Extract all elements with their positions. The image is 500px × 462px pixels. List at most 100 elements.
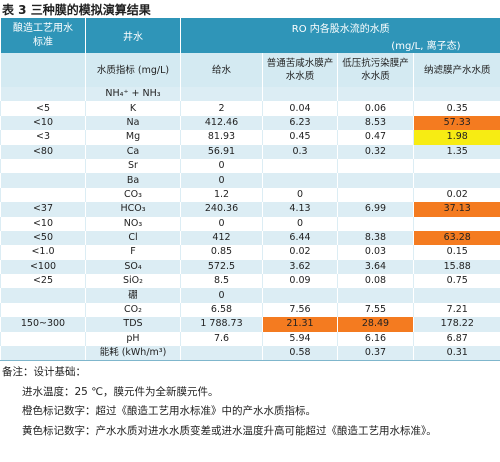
table-row: <1.0 F 0.85 0.02 0.03 0.15: [0, 245, 500, 260]
value-cell: 4.13: [262, 202, 338, 217]
value-cell: 0.35: [413, 101, 500, 116]
empty-cell: [337, 216, 414, 231]
table-row: <5 K 2 0.04 0.06 0.35: [0, 101, 500, 116]
indicator-cell: Na: [85, 115, 181, 131]
value-cell: 0: [180, 216, 263, 231]
empty-cell: [262, 158, 338, 174]
value-cell: 6.44: [262, 230, 338, 246]
table-row: pH 7.6 5.94 6.16 6.87: [0, 331, 500, 347]
empty-cell: [0, 87, 86, 102]
table-row: 能耗 (kWh/m³) 0.58 0.37 0.31: [0, 346, 500, 362]
indicator-cell: NH₄⁺ + NH₃: [85, 87, 181, 102]
value-cell: 6.23: [262, 115, 338, 131]
empty-cell: [262, 87, 338, 102]
value-cell: 0: [180, 158, 263, 174]
indicator-cell: CO₃: [85, 187, 181, 203]
highlight-cell: 63.28: [413, 230, 500, 246]
table-row: <3 Mg 81.93 0.45 0.47 1.98: [0, 130, 500, 145]
value-cell: 81.93: [180, 130, 263, 145]
indicator-cell: 能耗 (kWh/m³): [85, 346, 181, 362]
table-row: CO₂ 6.58 7.56 7.55 7.21: [0, 302, 500, 318]
results-table: 酿造工艺用水标准 井水 RO 内各股水流的水质 (mg/L, 离子态) 水质指标…: [0, 18, 500, 362]
table-row: 150~300 TDS 1 788.73 21.31 28.49 178.22: [0, 317, 500, 332]
value-cell: 0.02: [413, 187, 500, 203]
standard-cell: <10: [0, 115, 86, 131]
empty-cell: [413, 173, 500, 188]
empty-cell: [180, 346, 263, 362]
value-cell: 7.21: [413, 302, 500, 318]
value-cell: 0.45: [262, 130, 338, 145]
value-cell: 7.55: [337, 302, 414, 318]
value-cell: 240.36: [180, 202, 263, 217]
value-cell: 15.88: [413, 259, 500, 275]
value-cell: 8.38: [337, 230, 414, 246]
empty-cell: [180, 87, 263, 102]
value-cell: 0.09: [262, 274, 338, 289]
header-ro-unit: (mg/L, 离子态): [180, 36, 500, 53]
table-row: <100 SO₄ 572.5 3.62 3.64 15.88: [0, 259, 500, 275]
value-cell: 0.04: [262, 101, 338, 116]
standard-cell: <3: [0, 130, 86, 145]
indicator-cell: HCO₃: [85, 202, 181, 217]
value-cell: 1.2: [180, 187, 263, 203]
indicator-cell: Sr: [85, 158, 181, 174]
value-cell: 0.32: [337, 144, 414, 159]
empty-cell: [262, 173, 338, 188]
empty-cell: [337, 187, 414, 203]
empty-cell: [0, 158, 86, 174]
highlight-cell: 28.49: [337, 317, 414, 332]
column-header: 纳滤膜产水水质: [413, 53, 500, 87]
header-standard: 酿造工艺用水标准: [0, 18, 86, 53]
standard-cell: <1.0: [0, 245, 86, 260]
table-row: <10 NO₃ 0 0: [0, 216, 500, 231]
value-cell: 56.91: [180, 144, 263, 159]
table-row: <50 Cl 412 6.44 8.38 63.28: [0, 230, 500, 246]
standard-cell: 150~300: [0, 317, 86, 332]
header-blank: [0, 53, 86, 87]
table-row: <10 Na 412.46 6.23 8.53 57.33: [0, 115, 500, 131]
empty-cell: [413, 288, 500, 303]
highlight-cell: 37.13: [413, 202, 500, 217]
table-row: Ba 0: [0, 173, 500, 188]
empty-cell: [0, 173, 86, 188]
standard-cell: <5: [0, 101, 86, 116]
table-row: <25 SiO₂ 8.5 0.09 0.08 0.75: [0, 274, 500, 289]
indicator-cell: Mg: [85, 130, 181, 145]
value-cell: 3.62: [262, 259, 338, 275]
indicator-cell: F: [85, 245, 181, 260]
value-cell: 0.47: [337, 130, 414, 145]
standard-cell: <80: [0, 144, 86, 159]
empty-cell: [0, 302, 86, 318]
value-cell: 0: [262, 187, 338, 203]
value-cell: 412.46: [180, 115, 263, 131]
value-cell: 0.75: [413, 274, 500, 289]
value-cell: 572.5: [180, 259, 263, 275]
empty-cell: [0, 346, 86, 362]
value-cell: 412: [180, 230, 263, 246]
indicator-cell: Ba: [85, 173, 181, 188]
indicator-cell: Cl: [85, 230, 181, 246]
indicator-cell: pH: [85, 331, 181, 347]
notes-heading: 备注：设计基础：: [2, 366, 86, 378]
header-ro: RO 内各股水流的水质: [180, 18, 500, 36]
value-cell: 0.03: [337, 245, 414, 260]
indicator-cell: TDS: [85, 317, 181, 332]
table-row: <37 HCO₃ 240.36 4.13 6.99 37.13: [0, 202, 500, 217]
value-cell: 0.02: [262, 245, 338, 260]
value-cell: 0.06: [337, 101, 414, 116]
column-header: 给水: [180, 53, 263, 87]
value-cell: 0.08: [337, 274, 414, 289]
note-line: 橙色标记数字：超过《酿造工艺用水标准》中的产水水质指标。: [22, 405, 316, 417]
column-header: 普通苦咸水膜产水水质: [262, 53, 338, 87]
value-cell: 6.58: [180, 302, 263, 318]
value-cell: 0.15: [413, 245, 500, 260]
value-cell: 0.37: [337, 346, 414, 362]
value-cell: 7.56: [262, 302, 338, 318]
value-cell: 0.31: [413, 346, 500, 362]
value-cell: 6.87: [413, 331, 500, 347]
empty-cell: [0, 187, 86, 203]
standard-cell: <10: [0, 216, 86, 231]
value-cell: 0: [180, 288, 263, 303]
value-cell: 8.53: [337, 115, 414, 131]
